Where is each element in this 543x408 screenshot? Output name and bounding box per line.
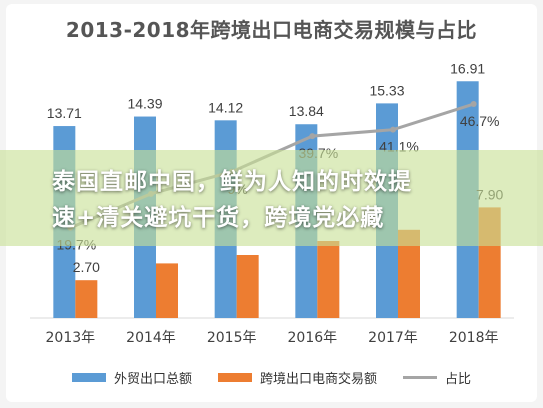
data-label-export-total-5: 16.91 xyxy=(450,60,485,76)
article-title-banner xyxy=(0,150,543,246)
legend-swatch-ecommerce xyxy=(217,373,252,382)
bar-ecommerce-1 xyxy=(156,263,178,318)
data-label-export-total-2: 14.12 xyxy=(208,99,243,115)
x-tick-label-4: 2017年 xyxy=(368,330,418,346)
legend-item-export-total: 外贸出口总额 xyxy=(71,368,192,387)
bar-ecommerce-0 xyxy=(75,280,98,318)
data-label-export-total-0: 13.71 xyxy=(47,105,82,121)
legend-swatch-export-total xyxy=(71,373,106,382)
data-label-ecommerce-0: 2.70 xyxy=(73,259,100,275)
legend-label-ecommerce: 跨境出口电商交易额 xyxy=(259,372,377,387)
data-label-export-total-4: 15.33 xyxy=(369,82,404,98)
legend-item-ecommerce: 跨境出口电商交易额 xyxy=(217,368,377,387)
legend-item-share: 占比 xyxy=(403,368,471,387)
article-title-line-1: 泰国直邮中国，鲜为人知的时效提 xyxy=(52,169,412,195)
chart-title: 2013-2018年跨境出口电商交易规模与占比 xyxy=(65,18,478,42)
legend-label-share: 占比 xyxy=(445,372,472,387)
data-label-export-total-3: 13.84 xyxy=(289,103,324,119)
share-point-5 xyxy=(470,101,477,108)
x-tick-label-1: 2014年 xyxy=(126,330,176,346)
x-tick-label-2: 2015年 xyxy=(207,330,257,346)
bar-ecommerce-2 xyxy=(236,255,259,318)
x-tick-label-3: 2016年 xyxy=(288,330,338,346)
chart-legend: 外贸出口总额 跨境出口电商交易额 占比 xyxy=(0,368,543,387)
data-label-share-5: 46.7% xyxy=(460,113,500,129)
legend-label-export-total: 外贸出口总额 xyxy=(113,372,192,387)
share-point-3 xyxy=(309,133,316,140)
bar-ecommerce-3 xyxy=(317,241,340,318)
share-point-4 xyxy=(390,126,396,133)
data-label-export-total-1: 14.39 xyxy=(127,96,162,112)
bar-ecommerce-4 xyxy=(398,229,420,318)
x-tick-label-0: 2013年 xyxy=(46,330,96,346)
article-title-text[interactable]: 泰国直邮中国，鲜为人知的时效提 速+清关避坑干货，跨境党必藏 xyxy=(52,164,502,236)
legend-swatch-share xyxy=(403,376,437,379)
article-title-line-2: 速+清关避坑干货，跨境党必藏 xyxy=(52,205,385,231)
x-tick-label-5: 2018年 xyxy=(449,330,499,346)
